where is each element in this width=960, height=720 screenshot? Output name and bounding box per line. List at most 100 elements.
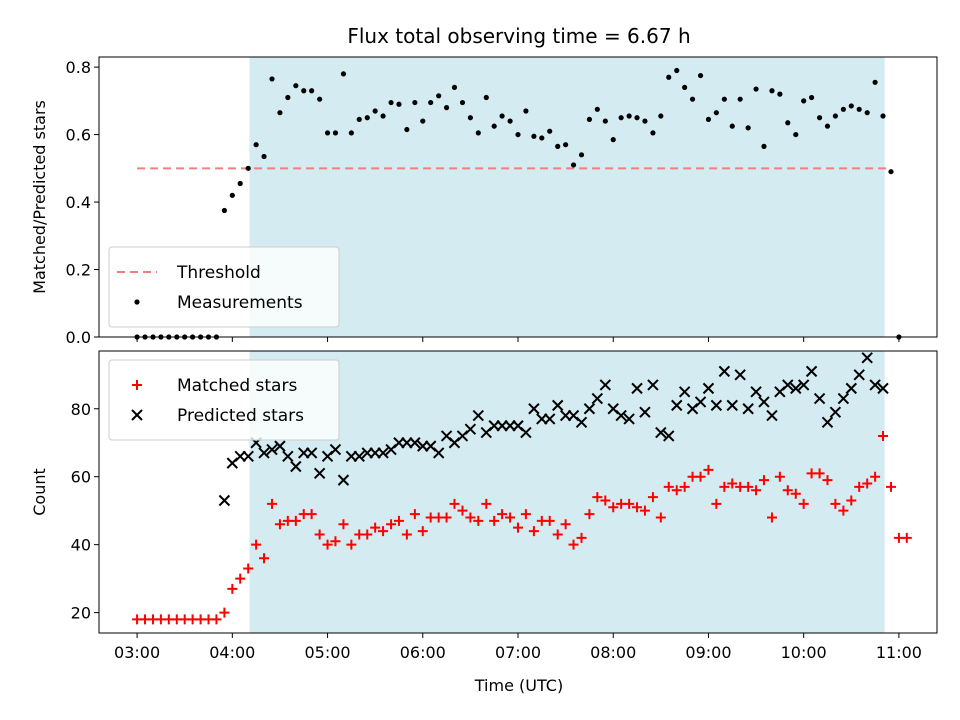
data-point	[404, 126, 410, 133]
data-point	[409, 509, 420, 520]
data-point	[552, 529, 563, 540]
data-point	[266, 443, 278, 456]
data-point	[872, 79, 878, 85]
data-point	[666, 74, 672, 80]
data-point	[465, 512, 476, 523]
data-point	[837, 392, 850, 405]
data-point	[441, 512, 452, 523]
data-point	[610, 137, 616, 143]
data-point	[539, 135, 545, 141]
data-point	[436, 93, 442, 99]
data-point	[531, 133, 537, 139]
data-point	[805, 365, 818, 378]
data-point	[578, 152, 585, 158]
data-point	[639, 505, 650, 516]
data-point	[832, 113, 838, 119]
data-point	[745, 125, 751, 131]
legend-label: Matched stars	[177, 376, 297, 396]
data-point	[824, 123, 831, 129]
data-point	[258, 447, 270, 459]
legend-swatch	[131, 409, 143, 421]
data-point	[761, 143, 767, 149]
count-panel: 20 40 60 80 03:00 04:00 05:00 06:00 07:00 08:00 09…	[30, 350, 938, 662]
data-point	[769, 88, 775, 94]
legend-label: Measurements	[177, 293, 303, 313]
data-point	[888, 169, 894, 175]
data-point	[412, 99, 418, 106]
data-point	[523, 108, 529, 114]
data-point	[481, 498, 492, 509]
data-point	[886, 481, 897, 492]
data-point	[655, 512, 666, 523]
data-point	[290, 460, 302, 473]
data-point	[364, 115, 370, 121]
x-axis-title: Time (UTC)	[474, 676, 563, 695]
data-point	[753, 86, 759, 92]
x-tick-label: 05:00	[304, 643, 350, 662]
legend-box	[108, 246, 340, 328]
chart-title: Flux total observing time = 6.67 h	[347, 24, 690, 48]
data-point	[727, 478, 738, 489]
data-point	[221, 207, 228, 214]
data-point	[499, 113, 505, 119]
data-point	[401, 529, 412, 540]
data-point	[642, 118, 648, 124]
data-point	[678, 386, 691, 398]
data-point	[322, 539, 333, 550]
data-point	[520, 509, 531, 520]
data-point	[870, 471, 881, 482]
data-point	[650, 130, 656, 136]
observing-window	[249, 351, 885, 633]
data-point	[777, 91, 783, 97]
data-point	[695, 471, 706, 482]
data-point	[702, 382, 715, 395]
y-tick-label: 20	[71, 604, 91, 623]
data-point	[793, 131, 799, 138]
data-point	[626, 113, 632, 119]
data-point	[854, 481, 865, 492]
data-point	[314, 529, 325, 540]
data-point	[634, 115, 640, 121]
data-point	[505, 512, 516, 523]
data-point	[658, 113, 664, 119]
data-point	[631, 382, 643, 395]
data-point	[237, 180, 243, 187]
data-point	[337, 474, 350, 486]
data-point	[420, 118, 426, 124]
data-point	[380, 113, 386, 119]
data-point	[808, 94, 815, 101]
data-point	[682, 84, 688, 90]
data-point	[829, 406, 842, 418]
legend-box	[108, 359, 340, 441]
data-point	[348, 130, 354, 136]
data-point	[647, 492, 658, 503]
data-point	[528, 526, 539, 537]
data-point	[362, 529, 373, 540]
y-tick-label: 0.6	[66, 126, 91, 145]
data-point	[267, 498, 278, 509]
data-point	[703, 464, 714, 475]
data-point	[274, 440, 286, 452]
data-point	[774, 471, 785, 482]
legend: Matched stars Predicted stars	[108, 359, 340, 441]
data-point	[261, 153, 267, 160]
data-point	[726, 399, 738, 412]
data-point	[329, 443, 342, 456]
data-point	[848, 103, 854, 109]
data-point	[544, 413, 556, 425]
data-point	[229, 192, 235, 198]
y-axis-title: Count	[30, 468, 49, 516]
data-point	[861, 352, 873, 364]
data-point	[679, 481, 690, 492]
series-measurements	[134, 67, 902, 340]
data-point	[285, 94, 291, 101]
data-point	[513, 522, 523, 533]
y-tick-label: 0.0	[66, 328, 91, 347]
data-point	[743, 481, 754, 492]
y-tick-label: 0.2	[66, 261, 91, 280]
data-point	[338, 519, 349, 530]
data-point	[560, 519, 571, 530]
data-point	[306, 509, 317, 520]
data-point	[491, 123, 497, 129]
observing-window	[249, 57, 885, 337]
